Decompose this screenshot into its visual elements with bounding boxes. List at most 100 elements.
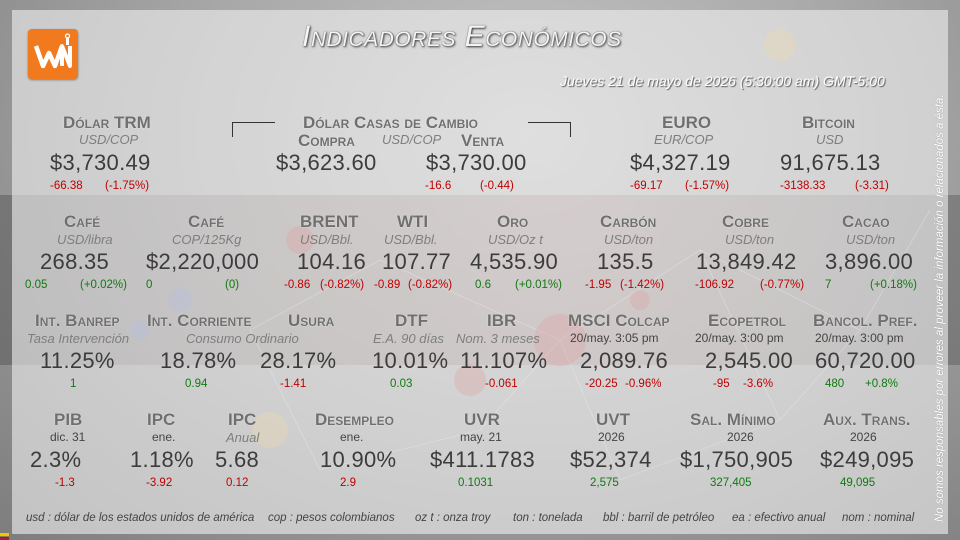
row4-item-value: 1.18% xyxy=(130,447,194,472)
row2-item-value: 268.35 xyxy=(40,249,110,274)
row4-item-value: $52,374 xyxy=(570,447,652,472)
bitcoin-value: 91,675.13 xyxy=(780,150,881,175)
row2-item-label: Oro xyxy=(497,212,529,231)
row4-item-value: $249,095 xyxy=(820,447,915,472)
row3-item-value: 60,720.00 xyxy=(815,348,916,373)
dolar-trm-pct: (-1.75%) xyxy=(105,180,150,192)
row4-item-unit: 2026 xyxy=(850,430,877,444)
venta-change: -16.6 xyxy=(425,180,452,192)
glossary-entry: cop : pesos colombianos xyxy=(268,512,395,524)
row3-item-change: -20.25 xyxy=(585,378,618,390)
row2-item-unit: USD/libra xyxy=(57,232,113,247)
row4-item-value: $1,750,905 xyxy=(680,447,794,472)
casas-unit: USD/COP xyxy=(382,132,442,147)
bitcoin-pct: (-3.31) xyxy=(855,180,889,192)
row2-item-pct: (+0.18%) xyxy=(870,279,917,291)
row4-item-label: UVR xyxy=(464,410,500,429)
row4-item-label: Aux. Trans. xyxy=(823,410,911,429)
row2-item-label: BRENT xyxy=(300,212,359,231)
row2-item-change: 7 xyxy=(825,279,832,291)
row3-item-label: IBR xyxy=(487,311,517,330)
row4-item-unit: Anual xyxy=(226,430,260,445)
dolar-trm-value: $3,730.49 xyxy=(50,150,151,175)
row2-item-label: WTI xyxy=(397,212,429,231)
row3-item-value: 18.78% xyxy=(160,348,237,373)
row3-item-unit: Consumo Ordinario xyxy=(186,331,299,346)
row2-item-pct: (-1.42%) xyxy=(620,279,665,291)
dolar-trm-unit: USD/COP xyxy=(79,132,139,147)
row4-item-unit: 2026 xyxy=(598,430,625,444)
row3-item-label: Int. Corriente xyxy=(147,311,252,330)
row3-item-unit: 20/may. 3:00 pm xyxy=(695,331,784,345)
glossary-entry: oz t : onza troy xyxy=(415,512,491,524)
bitcoin-unit: USD xyxy=(816,132,844,147)
row4-item-change: 0.1031 xyxy=(458,477,494,489)
row4-item-change: -1.3 xyxy=(55,477,75,489)
row3-item-value: 10.01% xyxy=(372,348,449,373)
row4-item-unit: 2026 xyxy=(727,430,754,444)
colombia-flag-icon xyxy=(0,533,9,540)
compra-label: Compra xyxy=(298,131,355,150)
row2-item-pct: (+0.01%) xyxy=(515,279,562,291)
row4-item-value: $411.1783 xyxy=(430,447,536,472)
row2-item-change: 0.05 xyxy=(25,279,48,291)
compra-value: $3,623.60 xyxy=(276,150,377,175)
row3-item-change: -1.41 xyxy=(280,378,307,390)
row3-item-unit: E.A. 90 días xyxy=(373,331,444,346)
row2-item-pct: (0) xyxy=(225,279,240,291)
bracket-right xyxy=(528,122,571,137)
row2-item-unit: USD/Oz t xyxy=(488,232,543,247)
row2-item-change: -106.92 xyxy=(695,279,735,291)
row2-item-value: 104.16 xyxy=(297,249,367,274)
bitcoin-change: -3138.33 xyxy=(780,180,826,192)
row3-item-value: 11.25% xyxy=(40,348,115,373)
venta-label: Venta xyxy=(461,131,505,150)
row3-item-value: 11.107% xyxy=(460,348,548,373)
glossary-entry: ea : efectivo anual xyxy=(732,512,826,524)
row2-item-change: -1.95 xyxy=(585,279,612,291)
row4-item-change: 0.12 xyxy=(226,477,249,489)
euro-pct: (-1.57%) xyxy=(685,180,730,192)
row2-item-label: Café xyxy=(188,212,225,231)
glossary-entry: nom : nominal xyxy=(842,512,915,524)
row3-item-label: MSCI Colcap xyxy=(568,311,670,330)
glossary-entry: bbl : barril de petróleo xyxy=(603,512,715,524)
row4-item-change: -3.92 xyxy=(146,477,173,489)
row2-item-label: Café xyxy=(64,212,101,231)
row3-item-pct: +0.8% xyxy=(865,378,898,390)
dolar-trm-change: -66.38 xyxy=(50,180,83,192)
casas-label: Dólar Casas de Cambio xyxy=(303,113,479,132)
row2-item-value: 4,535.90 xyxy=(470,249,559,274)
row2-item-unit: COP/125Kg xyxy=(172,232,242,247)
row3-item-change: 480 xyxy=(825,378,845,390)
euro-unit: EUR/COP xyxy=(654,132,714,147)
wn-logo-icon[interactable] xyxy=(28,29,78,79)
venta-pct: (-0.44) xyxy=(480,180,514,192)
row2-item-change: -0.86 xyxy=(284,279,311,291)
row3-item-value: 2,089.76 xyxy=(580,348,669,373)
row2-item-change: 0 xyxy=(146,279,153,291)
row3-item-label: Bancol. Pref. xyxy=(813,311,918,330)
row3-item-label: Int. Banrep xyxy=(35,311,120,330)
row2-item-value: 3,896.00 xyxy=(825,249,914,274)
row2-item-value: 13,849.42 xyxy=(696,249,797,274)
row3-item-pct: -3.6% xyxy=(743,378,774,390)
row2-item-pct: (-0.82%) xyxy=(408,279,453,291)
disclaimer-text: No somos responsables por errores al pro… xyxy=(934,94,946,522)
row2-item-label: Cacao xyxy=(842,212,890,231)
venta-value: $3,730.00 xyxy=(426,150,527,175)
row4-item-label: Sal. Mínimo xyxy=(690,410,776,429)
row2-item-change: -0.89 xyxy=(374,279,401,291)
row2-item-pct: (-0.77%) xyxy=(760,279,805,291)
row3-item-value: 2,545.00 xyxy=(705,348,794,373)
row3-item-unit: 20/may. 3:05 pm xyxy=(570,331,659,345)
page-title: Indicadores Económicos xyxy=(302,20,622,53)
row3-item-unit: Tasa Intervención xyxy=(27,331,130,346)
row2-item-change: 0.6 xyxy=(475,279,491,291)
row4-item-unit: dic. 31 xyxy=(50,430,86,444)
date-time: Jueves 21 de mayo de 2026 (5:30:00 am) G… xyxy=(560,73,885,89)
row3-item-pct: -0.96% xyxy=(625,378,662,390)
row3-item-label: DTF xyxy=(395,311,429,330)
row2-item-unit: USD/Bbl. xyxy=(300,232,354,247)
row2-item-unit: USD/ton xyxy=(725,232,775,247)
